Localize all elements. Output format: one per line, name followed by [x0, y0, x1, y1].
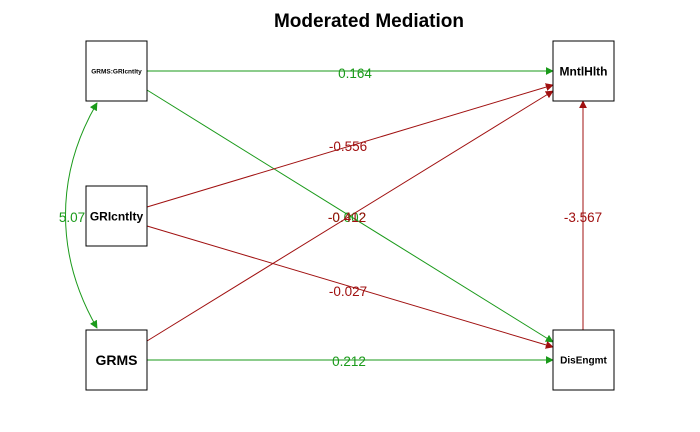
covariance-layer: [65, 102, 98, 329]
covariance-label: 5.07: [59, 210, 85, 225]
node-label: GRMS:GRIcntlty: [91, 68, 142, 75]
node-box: [85, 329, 148, 391]
edge-label-grms_grl-to-mh: 0.164: [338, 66, 372, 81]
node-grms_grl: GRMS:GRIcntlty: [85, 40, 148, 102]
node-layer: GRMS:GRIcntlty GRIcntlty GRMS MntlHlth DisEn…: [85, 40, 615, 391]
node-box: [85, 185, 148, 247]
node-label: DisEngmt: [560, 356, 607, 367]
node-box: [552, 329, 615, 391]
covariance-grms_grl-grms: [65, 102, 98, 329]
node-box: [552, 40, 615, 102]
node-label: GRMS: [96, 352, 138, 368]
node-label: MntlHlth: [560, 64, 608, 78]
node-grms: GRMS: [85, 329, 148, 391]
edge-grl-to-mh: [146, 83, 554, 208]
node-label: GRIcntlty: [90, 209, 144, 223]
edge-grms-to-mh: [146, 90, 554, 342]
node-box: [85, 40, 148, 102]
edge-label-grl-to-mh: -0.556: [329, 139, 367, 154]
edge-label-grms-to-mh: -0.412: [328, 210, 366, 225]
node-dis: DisEngmt: [552, 329, 615, 391]
node-grl: GRIcntlty: [85, 185, 148, 247]
node-mh: MntlHlth: [552, 40, 615, 102]
edge-layer: [146, 67, 587, 364]
edge-grl-to-dis: [146, 225, 554, 349]
diagram-title: Moderated Mediation: [274, 11, 464, 32]
edge-label-layer: 0.164 -0.002 -0.556 -0.027 -0.412 0.212 -3.567…: [59, 66, 602, 369]
edge-label-grms-to-dis: 0.212: [332, 354, 366, 369]
edge-label-dis-to-mh: -3.567: [564, 210, 602, 225]
edge-label-grl-to-dis: -0.027: [329, 284, 367, 299]
edge-label-grms_grl-to-dis: -0.002: [328, 210, 366, 225]
